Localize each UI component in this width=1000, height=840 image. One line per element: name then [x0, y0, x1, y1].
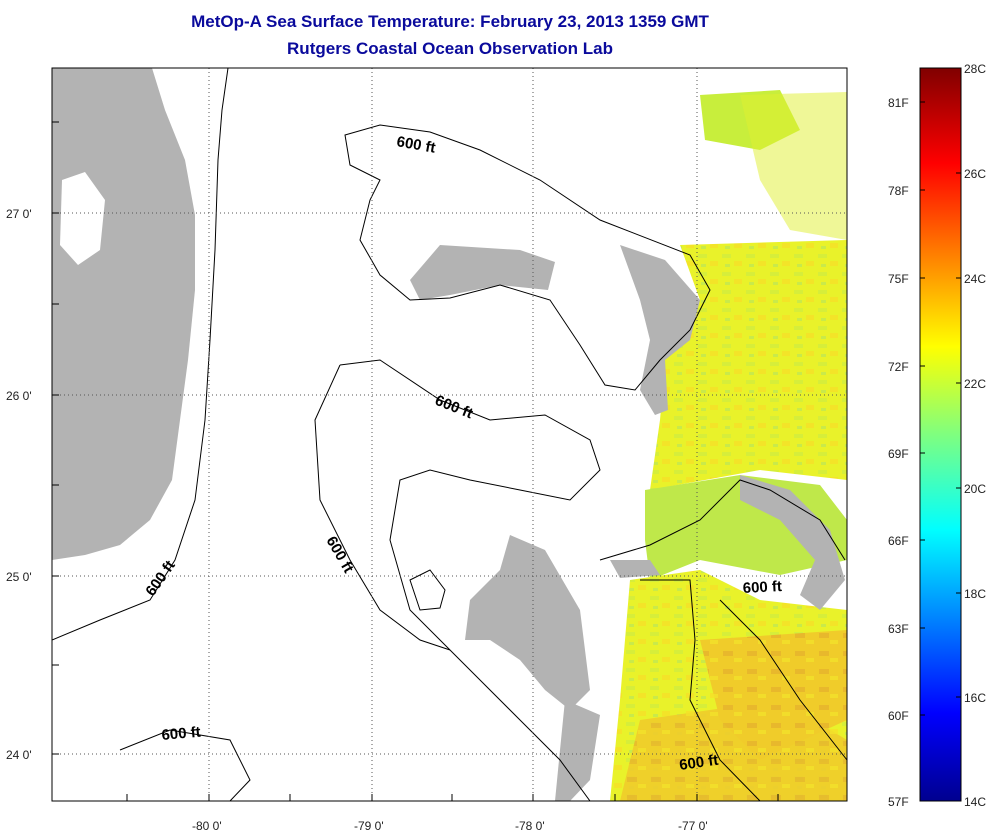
contour-label-600ft: 600 ft	[161, 724, 202, 744]
colorbar-c-label: 16C	[964, 691, 986, 705]
depth-contours	[52, 68, 847, 801]
colorbar-f-label: 72F	[888, 360, 909, 374]
lat-tick-label: 27 0'	[6, 207, 32, 221]
colorbar-c-label: 24C	[964, 272, 986, 286]
lon-tick-label: -80 0'	[192, 819, 222, 833]
frame-ticks	[52, 121, 779, 801]
colorbar: 81F 78F 75F 72F 69F 66F 63F 60F 57F 28C …	[888, 62, 986, 809]
lon-tick-label: -77 0'	[678, 819, 708, 833]
colorbar-f-label: 63F	[888, 622, 909, 636]
colorbar-gradient	[919, 67, 962, 802]
colorbar-c-label: 26C	[964, 167, 986, 181]
contour-label-600ft: 600 ft	[678, 752, 719, 774]
lat-tick-label: 25 0'	[6, 570, 32, 584]
colorbar-f-label: 60F	[888, 709, 909, 723]
colorbar-f-label: 75F	[888, 272, 909, 286]
lat-lon-grid	[52, 68, 847, 801]
lon-tick-label: -78 0'	[515, 819, 545, 833]
colorbar-f-label: 69F	[888, 447, 909, 461]
colorbar-c-label: 28C	[964, 62, 986, 76]
colorbar-f-label: 78F	[888, 184, 909, 198]
map-subtitle: Rutgers Coastal Ocean Observation Lab	[287, 39, 613, 58]
contour-label-600ft: 600 ft	[742, 578, 782, 597]
colorbar-c-label: 20C	[964, 482, 986, 496]
lon-tick-label: -79 0'	[354, 819, 384, 833]
colorbar-c-label: 22C	[964, 377, 986, 391]
lat-tick-label: 26 0'	[6, 389, 32, 403]
colorbar-f-label: 81F	[888, 96, 909, 110]
lake-okeechobee	[60, 172, 105, 265]
map-title: MetOp-A Sea Surface Temperature: Februar…	[191, 12, 709, 31]
colorbar-c-label: 14C	[964, 795, 986, 809]
colorbar-f-label: 66F	[888, 534, 909, 548]
colorbar-c-label: 18C	[964, 587, 986, 601]
lat-tick-label: 24 0'	[6, 748, 32, 762]
contour-label-600ft: 600 ft	[395, 133, 437, 157]
colorbar-f-label: 57F	[888, 795, 909, 809]
